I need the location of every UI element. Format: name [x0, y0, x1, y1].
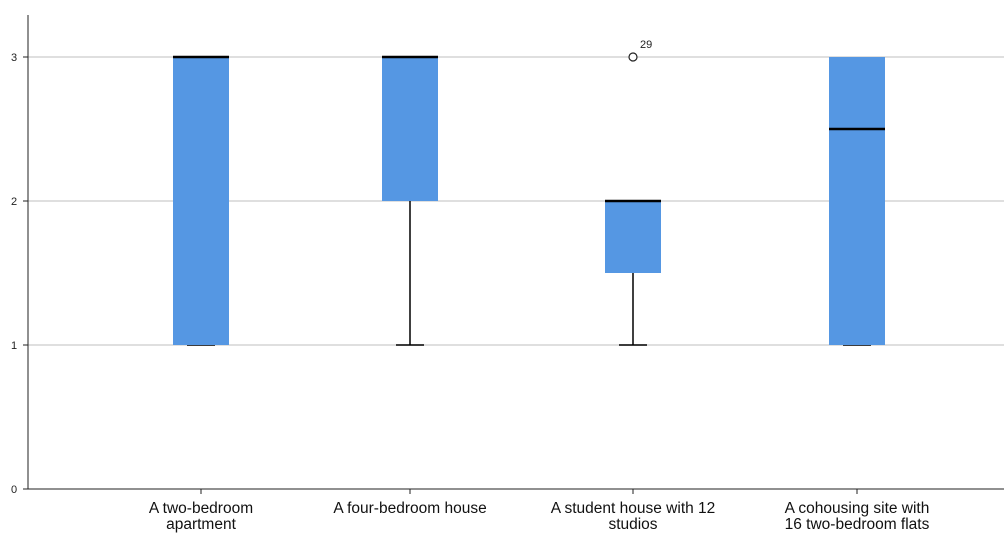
y-tick-label: 0: [11, 484, 17, 496]
box-group: [173, 55, 229, 346]
category-label: A four-bedroom house: [333, 500, 486, 517]
category-label: apartment: [166, 516, 236, 533]
outlier-label: 29: [640, 39, 652, 51]
category-label: A two-bedroom: [149, 500, 253, 517]
category-label: A student house with 12: [551, 500, 716, 517]
axes: 0 1 2 3: [11, 15, 1004, 496]
y-tick-label: 3: [11, 52, 17, 64]
box-group: [829, 57, 885, 346]
boxes: 29: [173, 39, 885, 346]
iqr-box: [173, 57, 229, 345]
y-tick-label: 1: [11, 340, 17, 352]
y-tick-label: 2: [11, 196, 17, 208]
category-label: studios: [608, 516, 657, 533]
category-label: A cohousing site with: [785, 500, 930, 517]
box-group: 29: [605, 39, 661, 346]
iqr-box: [829, 57, 885, 345]
box-group: [382, 55, 438, 346]
iqr-box: [605, 201, 661, 273]
outlier-point: [628, 52, 638, 62]
iqr-box: [382, 57, 438, 201]
category-label: 16 two-bedroom flats: [785, 516, 930, 533]
